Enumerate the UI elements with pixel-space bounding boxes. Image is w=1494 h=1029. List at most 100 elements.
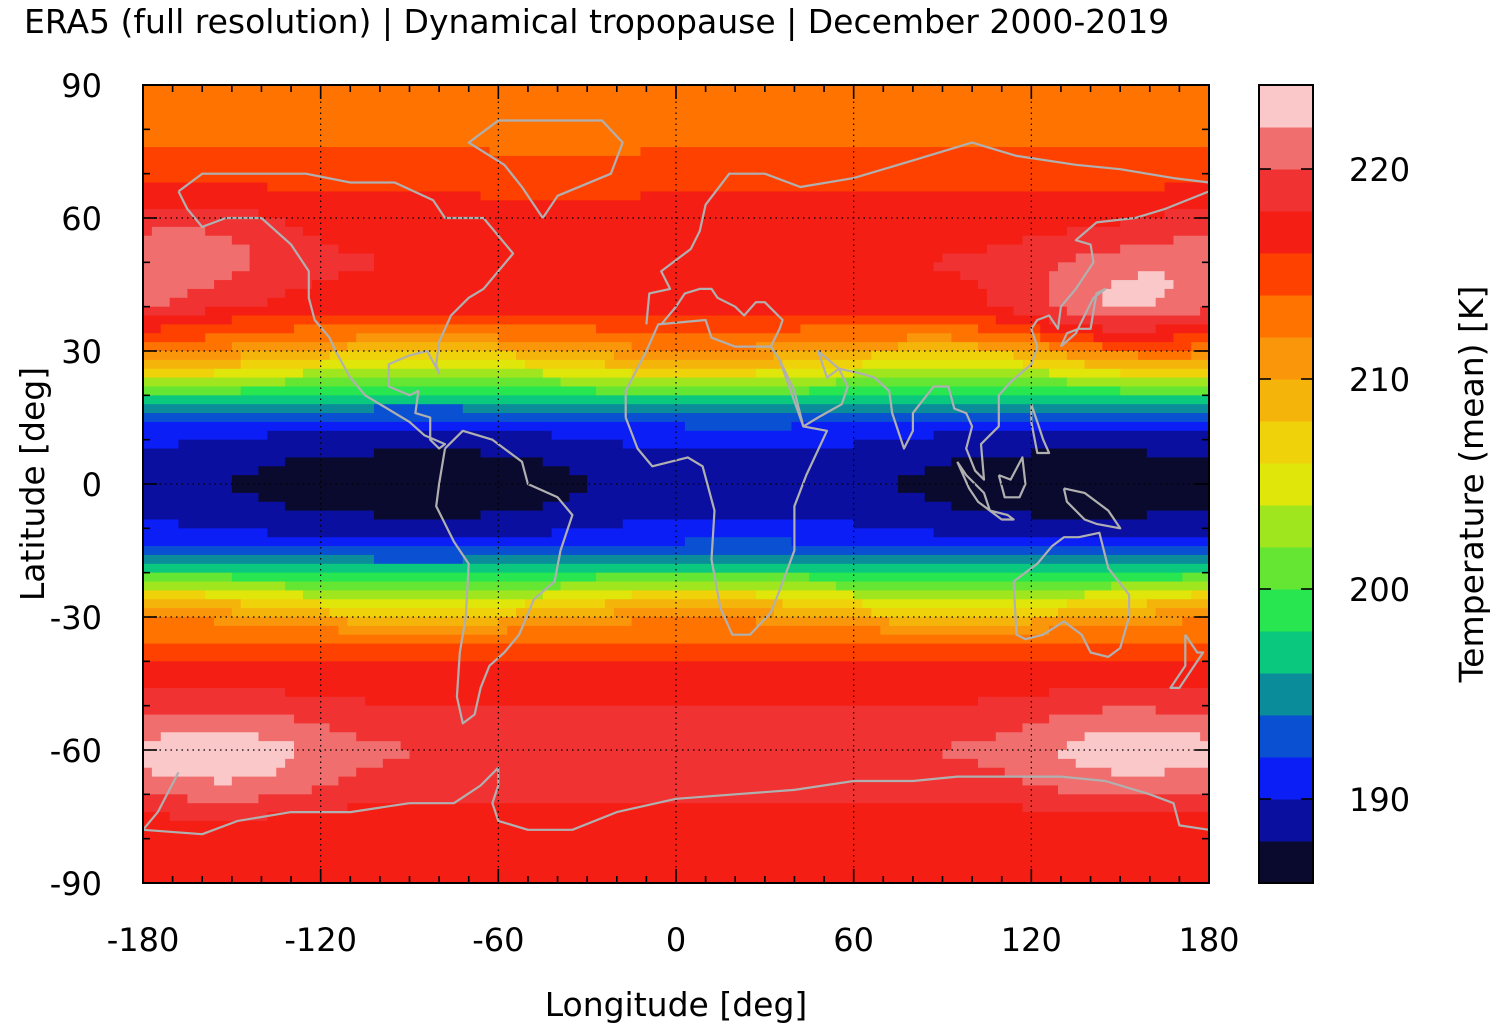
field-cell (320, 359, 526, 370)
colorbar-bin (1259, 589, 1313, 632)
field-cell (285, 758, 384, 769)
field-cell (1031, 510, 1148, 521)
field-cell (986, 297, 1050, 308)
field-cell (160, 324, 295, 334)
x-tick-label: -180 (107, 921, 180, 959)
field-cell (143, 572, 233, 583)
field-cell (489, 147, 642, 157)
field-cell (1164, 767, 1210, 778)
field-cell (373, 404, 464, 414)
field-cell (1049, 315, 1210, 325)
field-cell (143, 280, 215, 290)
field-cell (143, 413, 1210, 423)
colorbar-label: Temperature (mean) [K] (1452, 286, 1491, 684)
field-cell (143, 430, 268, 441)
field-cell (1200, 732, 1210, 742)
field-cell (143, 306, 206, 317)
field-cell (986, 288, 1050, 299)
colorbar-bin (1259, 379, 1313, 422)
field-cell (143, 847, 1210, 857)
field-cell (1022, 235, 1175, 246)
field-cell (933, 262, 1059, 272)
chart-title: ERA5 (full resolution) | Dynamical tropo… (24, 2, 1170, 41)
field-cell (231, 776, 340, 787)
field-cell (143, 244, 251, 255)
field-cell (143, 129, 1210, 139)
field-cell (240, 599, 322, 609)
field-cell (924, 492, 1210, 503)
field-cell (143, 164, 1210, 175)
field-cell (249, 262, 375, 272)
field-cell (214, 368, 304, 379)
field-cell (143, 448, 375, 458)
gridlines (143, 85, 1209, 883)
field-cell (1084, 732, 1201, 742)
field-cell (365, 696, 979, 707)
colorbar-tick-label: 190 (1349, 781, 1410, 819)
field-cell (622, 439, 855, 450)
field-cell (267, 812, 1210, 822)
colorbar-tick-label: 220 (1349, 151, 1410, 189)
field-cell (1066, 226, 1210, 237)
field-cell (373, 262, 935, 272)
field-cell (187, 794, 260, 804)
field-cell (1182, 617, 1210, 627)
field-cell (143, 599, 242, 609)
field-cell (995, 315, 1050, 325)
colorbar-bin (1259, 337, 1313, 380)
field-cell (258, 794, 1210, 804)
coastline (1059, 287, 1107, 348)
field-cell (294, 714, 1050, 724)
field-cell (294, 750, 411, 760)
field-cell (480, 448, 1032, 458)
field-cell (1182, 572, 1210, 583)
field-cell (143, 120, 1210, 130)
field-cell (143, 820, 1210, 831)
field-cell (995, 732, 1086, 742)
field-cell (978, 758, 1077, 769)
field-cell (942, 750, 1059, 760)
y-tick-label: -90 (50, 865, 102, 903)
field-cell (143, 368, 215, 379)
field-cell (169, 297, 268, 308)
field-cell (898, 342, 979, 352)
field-cell (951, 457, 1210, 467)
y-tick-label: -60 (50, 732, 102, 770)
field-cell (1173, 235, 1210, 246)
field-cell (853, 590, 1086, 600)
field-cell (320, 599, 526, 609)
colorbar-bin (1259, 841, 1313, 884)
field-cell (596, 386, 810, 396)
field-cell (1102, 705, 1157, 716)
field-cell (143, 377, 286, 388)
colorbar-tick-label: 200 (1349, 571, 1410, 609)
field-cell (143, 519, 180, 529)
coastline (997, 456, 1027, 499)
field-cell (143, 404, 375, 414)
field-cell (143, 297, 171, 308)
field-cell (1102, 324, 1157, 334)
field-cell (267, 297, 988, 308)
field-cell (276, 767, 357, 778)
field-cell (329, 723, 1024, 733)
field-cell (782, 599, 864, 609)
field-cell (356, 767, 1006, 778)
field-cell (1120, 218, 1210, 228)
field-cell (1146, 448, 1210, 458)
field-cell (933, 528, 1210, 538)
field-cell (143, 617, 215, 627)
x-tick-label: 0 (666, 921, 686, 959)
field-cell (338, 271, 961, 281)
field-cell (924, 466, 1210, 476)
field-cell (1102, 297, 1157, 308)
field-cell (951, 741, 1068, 751)
field-cell (809, 572, 1183, 583)
field-cell (1057, 262, 1210, 272)
field-cell (143, 439, 180, 450)
field-cell (1066, 741, 1210, 751)
field-cell (516, 351, 615, 361)
colorbar-bin (1259, 421, 1313, 464)
field-cell (898, 475, 1210, 485)
coastline (1012, 531, 1131, 658)
field-cell (373, 448, 482, 458)
